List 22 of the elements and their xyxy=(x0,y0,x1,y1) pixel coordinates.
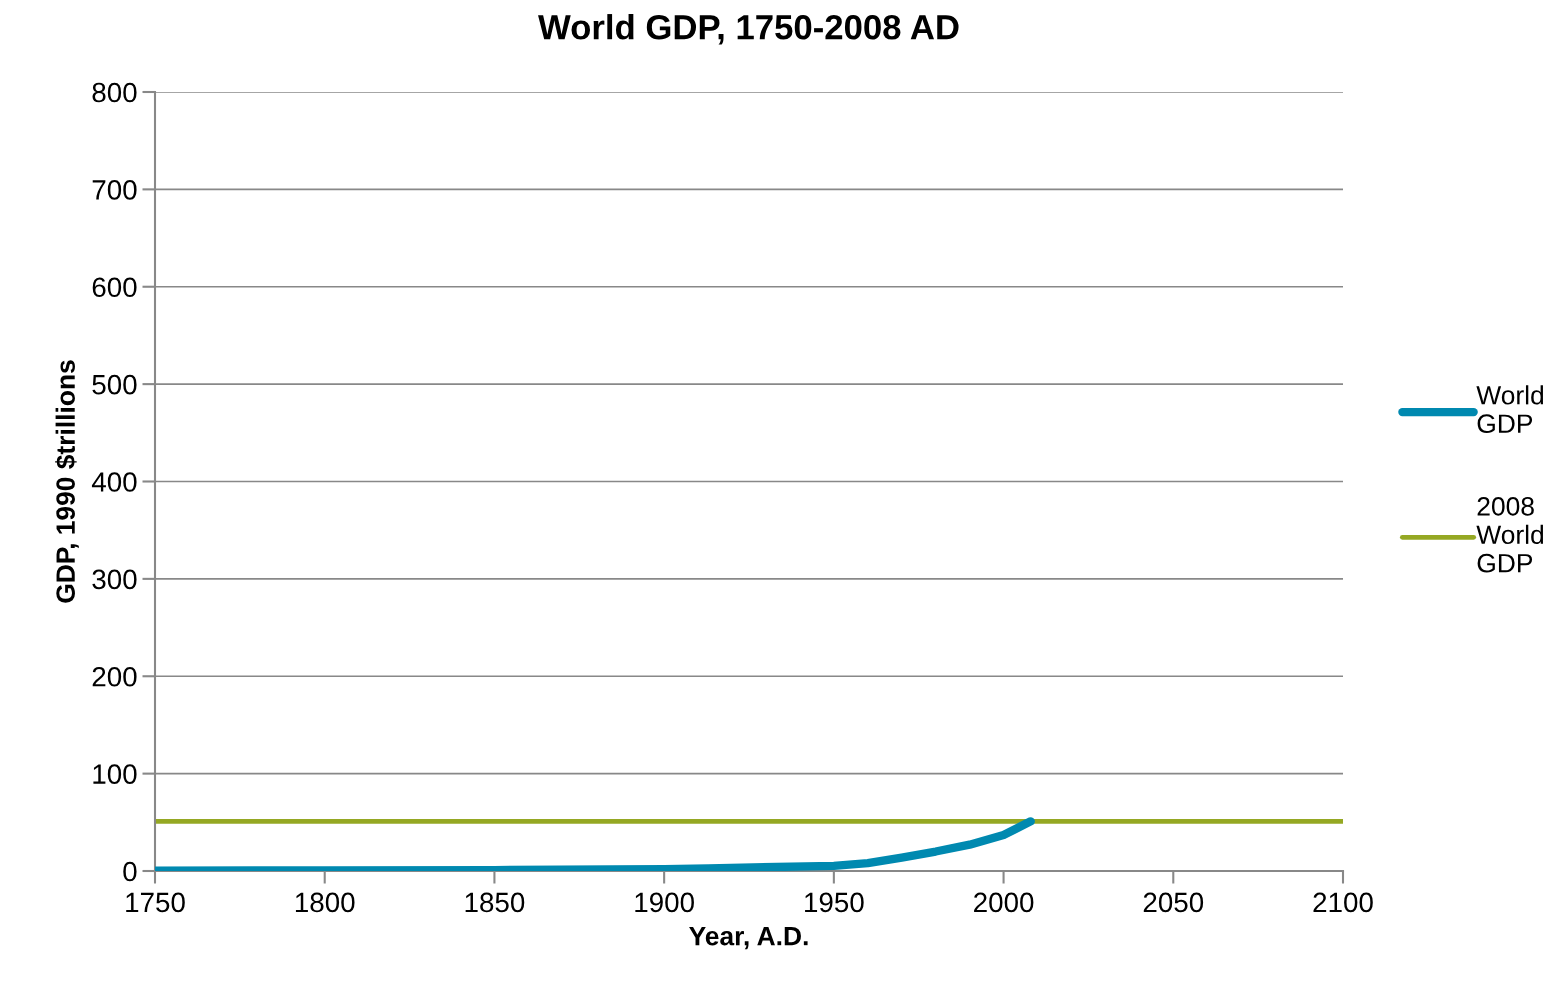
y-tick-label: 100 xyxy=(93,764,137,784)
x-tick-label: 1850 xyxy=(465,892,525,913)
x-tick-label: 2000 xyxy=(974,892,1034,913)
legend-label: World GDP xyxy=(1476,385,1544,434)
chart-title: World GDP, 1750-2008 AD xyxy=(538,14,959,45)
x-tick-label: 1900 xyxy=(635,892,694,913)
y-tick-label: 500 xyxy=(92,374,137,395)
x-tick-label: 1800 xyxy=(295,892,355,913)
x-axis-title: Year, A.D. xyxy=(689,927,808,950)
x-tick-label: 2100 xyxy=(1313,892,1373,913)
y-tick-label: 0 xyxy=(123,861,137,882)
x-tick-label: 1750 xyxy=(126,892,185,913)
y-tick-label: 700 xyxy=(92,180,137,200)
y-tick-label: 600 xyxy=(92,277,137,298)
legend-label: 2008 World GDP xyxy=(1476,497,1544,573)
y-tick-label: 300 xyxy=(92,569,137,590)
x-tick-label: 1950 xyxy=(805,892,864,913)
y-tick-label: 200 xyxy=(92,666,137,687)
y-tick-label: 400 xyxy=(91,472,137,492)
x-tick-label: 2050 xyxy=(1143,892,1204,913)
y-axis-title: GDP, 1990 $trillions xyxy=(55,360,79,603)
y-tick-label: 800 xyxy=(92,82,137,103)
